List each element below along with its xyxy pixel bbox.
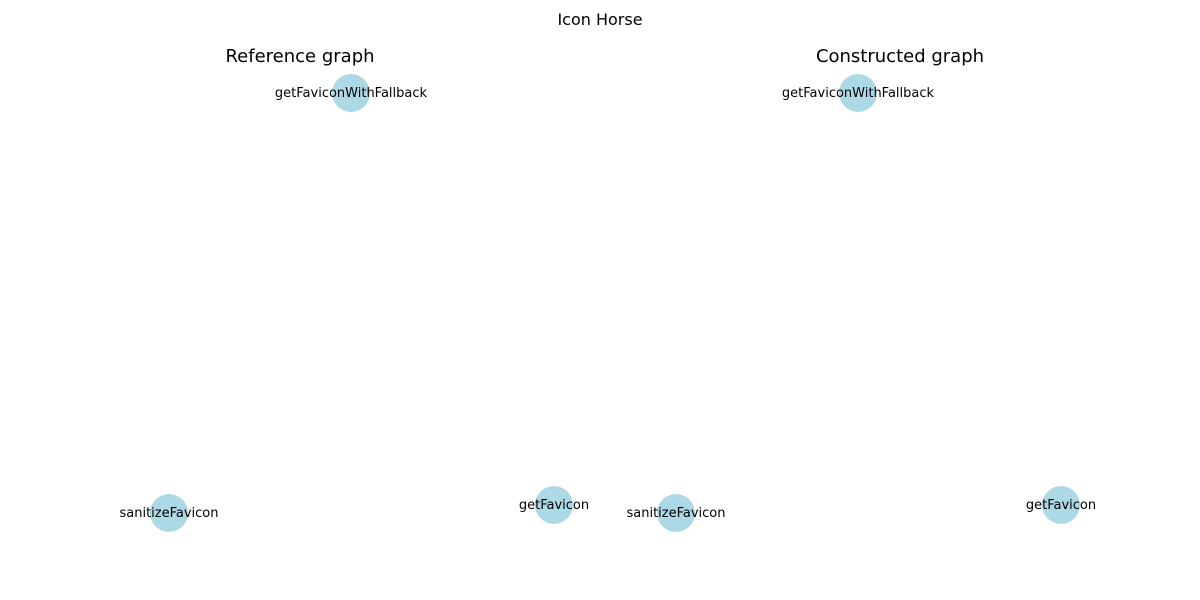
graph-node: getFavicon [1026, 486, 1096, 524]
constructed-graph-canvas: getFaviconWithFallback sanitizeFavicon g… [626, 74, 1096, 532]
reference-graph-canvas: getFaviconWithFallback sanitizeFavicon g… [119, 74, 589, 532]
graph-node: getFaviconWithFallback [275, 74, 428, 112]
graph-node: sanitizeFavicon [119, 494, 219, 532]
figure-title: Icon Horse [557, 10, 643, 29]
node-circle [657, 494, 695, 532]
node-circle [839, 74, 877, 112]
reference-graph-panel: Reference graph getFaviconWithFallback s… [119, 46, 589, 532]
node-circle [150, 494, 188, 532]
node-label: getFavicon [519, 498, 589, 513]
node-label: getFavicon [1026, 498, 1096, 513]
node-circle [1042, 486, 1080, 524]
node-label: getFaviconWithFallback [275, 86, 428, 101]
node-circle [332, 74, 370, 112]
graph-node: sanitizeFavicon [626, 494, 726, 532]
reference-graph-title: Reference graph [225, 46, 375, 67]
node-label: sanitizeFavicon [626, 506, 725, 521]
node-circle [535, 486, 573, 524]
constructed-graph-title: Constructed graph [815, 46, 985, 67]
node-label: sanitizeFavicon [119, 506, 218, 521]
graph-node: getFaviconWithFallback [782, 74, 935, 112]
constructed-graph-panel: Constructed graph getFaviconWithFallback… [600, 0, 1200, 600]
node-label: getFaviconWithFallback [782, 86, 935, 101]
graph-node: getFavicon [519, 486, 589, 524]
